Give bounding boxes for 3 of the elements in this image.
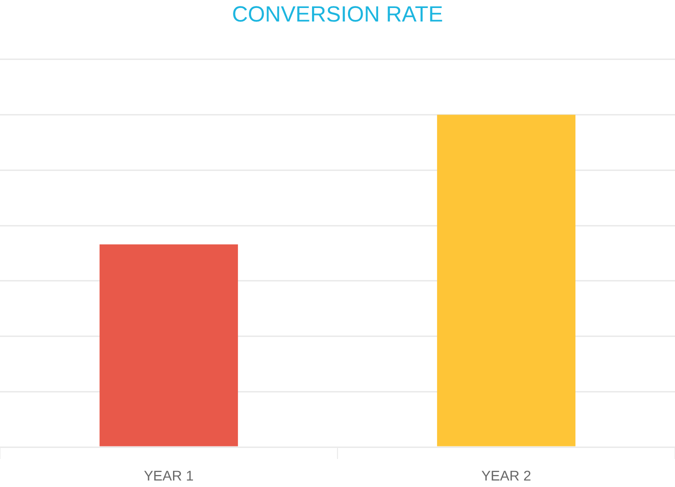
x-tick-label: YEAR 1 [144, 467, 194, 484]
chart-title: CONVERSION RATE [232, 1, 444, 26]
x-tick-label: YEAR 2 [481, 467, 532, 484]
